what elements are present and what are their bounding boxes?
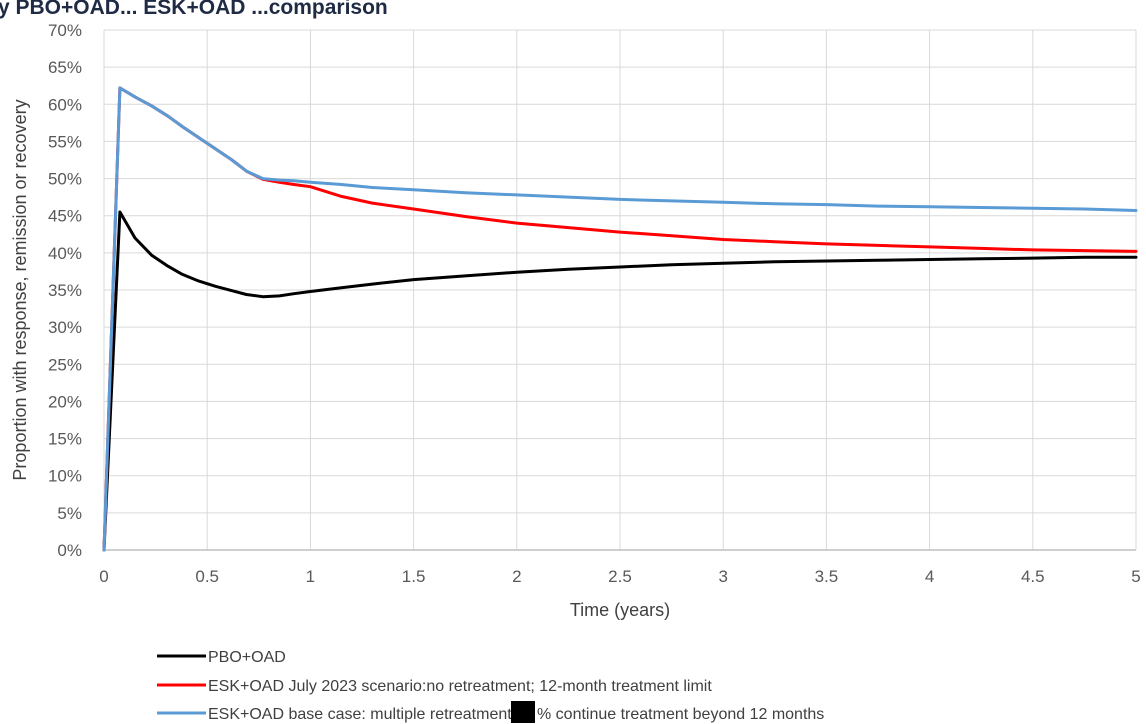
x-tick-label: 2.5 bbox=[608, 567, 632, 586]
y-tick-label: 25% bbox=[48, 355, 82, 374]
x-tick-label: 3 bbox=[718, 567, 727, 586]
x-tick-label: 2 bbox=[512, 567, 521, 586]
x-axis-title: Time (years) bbox=[570, 600, 670, 620]
y-tick-label: 65% bbox=[48, 58, 82, 77]
legend-item-pbo-oad: PBO+OAD bbox=[157, 649, 286, 666]
series-lines bbox=[102, 86, 1138, 552]
y-tick-label: 5% bbox=[57, 504, 82, 523]
y-tick-label: 70% bbox=[48, 21, 82, 40]
x-tick-label: 1 bbox=[306, 567, 315, 586]
x-tick-label: 5 bbox=[1131, 567, 1140, 586]
x-tick-label: 0.5 bbox=[195, 567, 219, 586]
y-tick-label: 55% bbox=[48, 132, 82, 151]
y-tick-label: 40% bbox=[48, 244, 82, 263]
legend-label-esk-oad-july-2023: ESK+OAD July 2023 scenario:no retreatmen… bbox=[208, 678, 712, 695]
series-line-0 bbox=[102, 210, 1138, 552]
legend-label-esk-oad-base-case: ESK+OAD base case: multiple retreatment; bbox=[208, 706, 516, 723]
y-tick-label: 15% bbox=[48, 430, 82, 449]
y-tick-label: 0% bbox=[57, 541, 82, 560]
legend-item-esk-oad-july-2023: ESK+OAD July 2023 scenario:no retreatmen… bbox=[157, 678, 712, 695]
gridlines bbox=[103, 29, 1137, 551]
x-tick-label: 4.5 bbox=[1021, 567, 1045, 586]
cropped-header-text: y PBO+OAD... ESK+OAD ...comparison bbox=[0, 0, 388, 19]
x-tick-label: 3.5 bbox=[815, 567, 839, 586]
y-tick-label: 35% bbox=[48, 281, 82, 300]
legend-label-esk-oad-base-case-continued: % continue treatment beyond 12 months bbox=[537, 706, 824, 723]
x-tick-label: 1.5 bbox=[402, 567, 426, 586]
y-tick-label: 10% bbox=[48, 467, 82, 486]
series-line-2 bbox=[102, 86, 1138, 552]
y-tick-label: 45% bbox=[48, 207, 82, 226]
y-tick-label: 50% bbox=[48, 170, 82, 189]
x-tick-label: 0 bbox=[99, 567, 108, 586]
tick-labels: 0% 5% 10% 15% 20% 25% 30% 35% 40% 45% 50% 55% 60% 65%… bbox=[48, 21, 1141, 586]
redaction-box bbox=[511, 701, 535, 723]
y-tick-label: 30% bbox=[48, 318, 82, 337]
x-tick-label: 4 bbox=[925, 567, 934, 586]
y-axis-title: Proportion with response, remission or r… bbox=[10, 99, 30, 480]
y-tick-label: 20% bbox=[48, 392, 82, 411]
legend-item-esk-oad-base-case: ESK+OAD base case: multiple retreatment;… bbox=[157, 701, 824, 723]
legend: PBO+OAD ESK+OAD July 2023 scenario:no re… bbox=[157, 649, 824, 723]
y-tick-label: 60% bbox=[48, 95, 82, 114]
legend-label-pbo-oad: PBO+OAD bbox=[208, 649, 286, 666]
